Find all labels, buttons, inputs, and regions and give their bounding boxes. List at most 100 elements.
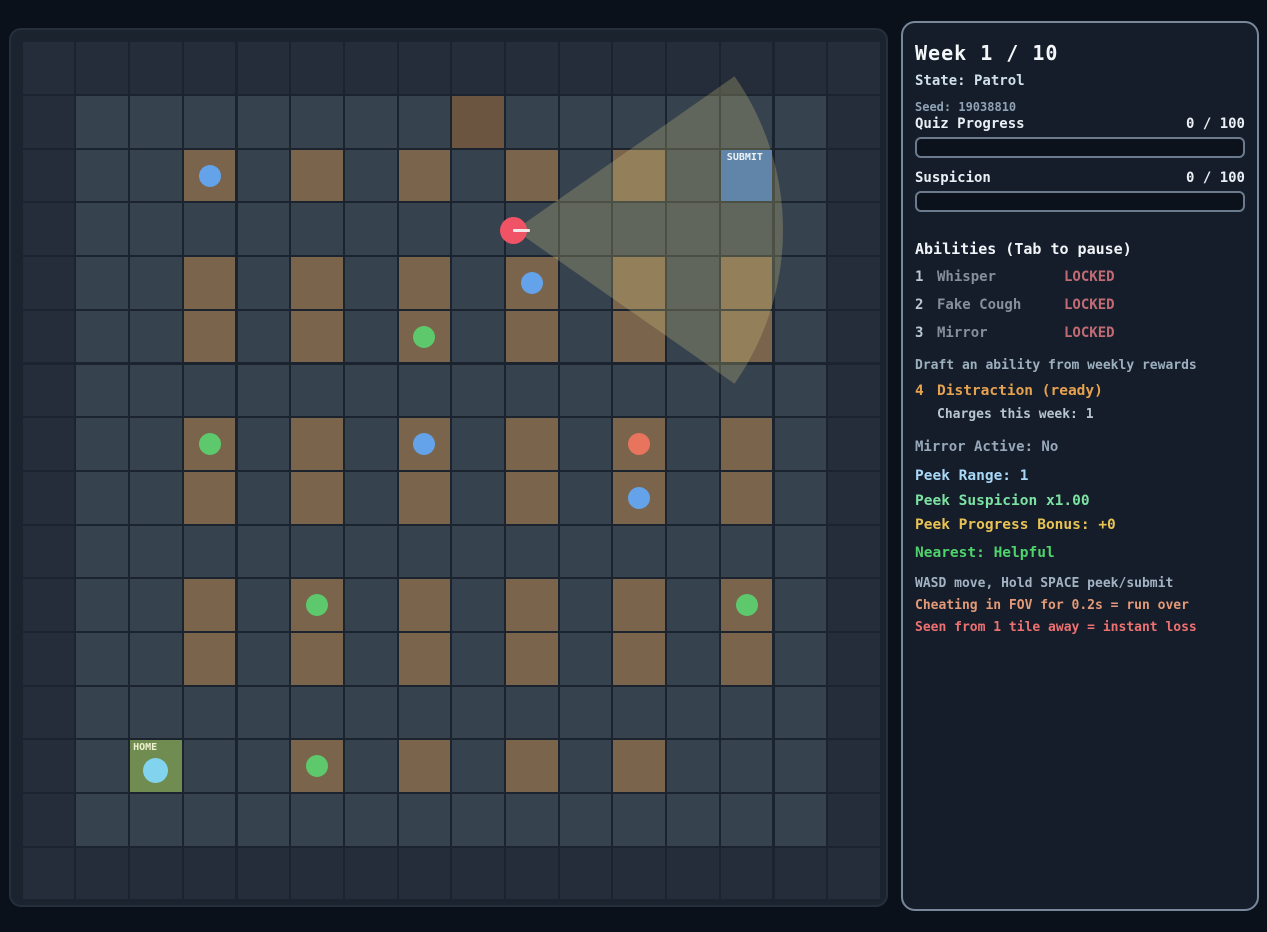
submit-tile-label: SUBMIT: [726, 151, 763, 163]
tile-floor: [76, 579, 129, 631]
tile-floor: [506, 364, 558, 417]
tile-edge: [828, 149, 880, 202]
tile-floor: [130, 525, 182, 578]
tile-floor: [344, 794, 397, 846]
tile-floor: [398, 364, 451, 417]
tile-floor: [613, 686, 666, 739]
tile-edge: [774, 42, 827, 94]
npc-dot-blue: [198, 164, 221, 187]
tile-floor: [667, 310, 719, 363]
tile-floor: [183, 740, 236, 793]
tile-floor: [452, 740, 504, 793]
tile-desk: [506, 418, 558, 470]
tile-floor: [344, 149, 397, 202]
tile-floor: [774, 257, 827, 309]
tile-desk: [506, 149, 558, 202]
tile-edge: [398, 847, 451, 900]
tile-edge: [183, 42, 236, 94]
ability-name: Mirror: [937, 325, 988, 341]
tile-desk: [613, 257, 666, 309]
tile-desk: [506, 471, 558, 524]
help-seen-warning: Seen from 1 tile away = instant loss: [915, 620, 1197, 635]
tile-desk: [183, 310, 236, 363]
player-dot: [143, 757, 169, 783]
tile-floor: [452, 471, 504, 524]
tile-floor: [183, 794, 236, 846]
tile-edge: [667, 847, 719, 900]
tile-floor: [667, 579, 719, 631]
tile-edge: [22, 740, 75, 793]
tile-desk: [183, 257, 236, 309]
tile-desk: [398, 633, 451, 685]
npc-dot-green: [306, 755, 329, 778]
tile-floor: [291, 364, 343, 417]
tile-floor: [613, 794, 666, 846]
tile-floor: [613, 364, 666, 417]
tile-desk: [613, 740, 666, 793]
tile-edge: [506, 42, 558, 94]
tile-edge: [22, 794, 75, 846]
tile-edge: [237, 847, 290, 900]
tile-floor: [237, 418, 290, 470]
ability-status: LOCKED: [1064, 297, 1115, 313]
tile-floor: [667, 149, 719, 202]
tile-floor: [183, 525, 236, 578]
tile-floor: [452, 633, 504, 685]
tile-floor: [76, 310, 129, 363]
tile-floor: [344, 579, 397, 631]
tile-floor: [183, 203, 236, 256]
suspicion-value: 0 / 100: [1185, 170, 1245, 186]
tile-desk: [183, 471, 236, 524]
quiz-progress-label: Quiz Progress: [915, 116, 1025, 132]
tile-floor: [291, 794, 343, 846]
tile-edge: [130, 42, 182, 94]
ability-status: LOCKED: [1064, 325, 1115, 341]
tile-desk: [720, 257, 773, 309]
tile-floor: [452, 364, 504, 417]
ability-name: Whisper: [937, 269, 997, 285]
tile-desk: [506, 740, 558, 793]
peek-suspicion-label: Peek Suspicion x1.00: [915, 493, 1090, 509]
tile-floor: [76, 525, 129, 578]
tile-floor: [76, 418, 129, 470]
tile-floor: [667, 418, 719, 470]
tile-edge: [506, 847, 558, 900]
tile-floor: [344, 257, 397, 309]
mirror-active-label: Mirror Active: No: [915, 439, 1059, 455]
tile-edge: [22, 149, 75, 202]
tile-desk: [398, 257, 451, 309]
npc-dot-blue: [520, 271, 543, 294]
tile-floor: [344, 633, 397, 685]
tile-floor: [559, 633, 612, 685]
tile-floor: [76, 740, 129, 793]
tile-desk: [720, 418, 773, 470]
tile-submit: SUBMIT: [720, 149, 773, 202]
tile-floor: [183, 364, 236, 417]
tile-edge: [22, 525, 75, 578]
hud-panel: Week 1 / 10 State: Patrol Seed: 19038810…: [901, 21, 1259, 911]
tile-desk: [398, 740, 451, 793]
tile-desk: [720, 633, 773, 685]
tile-floor: [398, 525, 451, 578]
tile-floor: [452, 686, 504, 739]
game-board[interactable]: SUBMIT HOME: [9, 28, 888, 907]
tile-edge: [828, 257, 880, 309]
tile-floor: [344, 686, 397, 739]
tile-floor: [613, 203, 666, 256]
draft-hint: Draft an ability from weekly rewards: [915, 358, 1197, 373]
tile-floor: [398, 96, 451, 148]
tile-floor: [76, 794, 129, 846]
tile-floor: [237, 310, 290, 363]
tile-floor: [667, 257, 719, 309]
tile-floor: [130, 310, 182, 363]
tile-desk: [398, 471, 451, 524]
tile-floor: [720, 525, 773, 578]
tile-floor: [774, 686, 827, 739]
tile-floor: [559, 686, 612, 739]
tile-floor: [774, 96, 827, 148]
tile-floor: [237, 149, 290, 202]
tile-floor: [130, 686, 182, 739]
tile-floor: [130, 579, 182, 631]
tile-floor: [130, 257, 182, 309]
tile-floor: [344, 96, 397, 148]
